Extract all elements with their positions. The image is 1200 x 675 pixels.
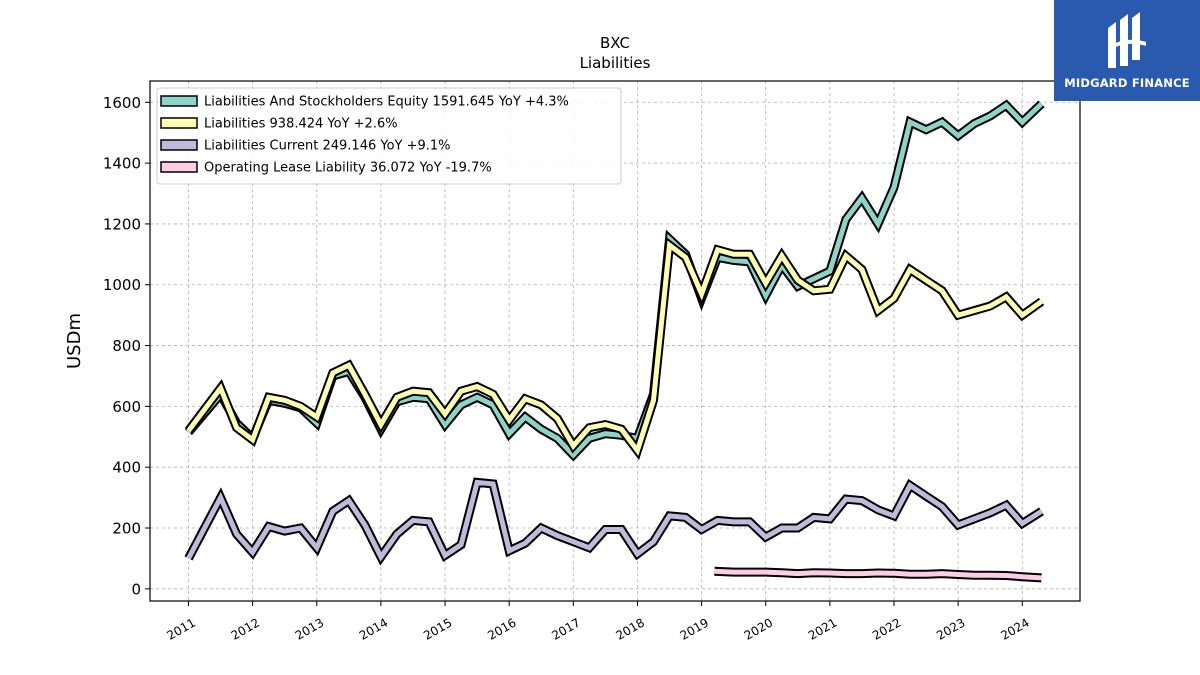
brand-mark-icon	[1108, 12, 1146, 68]
legend-label: Liabilities And Stockholders Equity 1591…	[204, 95, 569, 110]
legend-swatch	[160, 139, 198, 151]
y-tick-label: 800	[112, 337, 141, 355]
y-tick-label: 200	[112, 520, 141, 538]
y-tick-label: 1000	[103, 276, 141, 294]
plot-frame	[149, 80, 1081, 602]
legend-box	[156, 87, 622, 185]
y-axis-label: USDm	[64, 313, 85, 369]
chart-title: BXC	[600, 34, 630, 52]
x-tick-label: 2020	[742, 615, 775, 642]
legend-swatch	[160, 161, 198, 173]
x-tick-label: 2019	[678, 615, 711, 642]
x-tick-label: 2015	[421, 615, 454, 642]
x-tick-label: 2012	[229, 615, 262, 642]
brand-logo: MIDGARD FINANCE	[1054, 0, 1200, 101]
y-tick-label: 1400	[103, 155, 141, 173]
legend-swatch	[160, 117, 198, 129]
x-tick-label: 2021	[806, 615, 839, 642]
legend: Liabilities And Stockholders Equity 1591…	[156, 87, 622, 185]
y-tick-label: 1600	[103, 94, 141, 112]
x-tick-label: 2023	[934, 615, 967, 642]
x-tick-label: 2014	[357, 615, 390, 642]
x-tick-label: 2017	[549, 615, 582, 642]
y-tick-label: 0	[131, 580, 141, 598]
series-line-2	[186, 479, 1043, 562]
y-tick-label: 600	[112, 398, 141, 416]
x-tick-label: 2024	[998, 615, 1031, 642]
legend-label: Operating Lease Liability 36.072 YoY -19…	[204, 161, 492, 176]
x-tick-label: 2018	[613, 615, 646, 642]
x-tick-label: 2022	[870, 615, 903, 642]
y-tick-label: 400	[112, 459, 141, 477]
y-tick-label: 1200	[103, 215, 141, 233]
x-tick-label: 2016	[485, 615, 518, 642]
legend-swatch	[160, 95, 198, 107]
series-line-1	[186, 240, 1043, 456]
legend-label: Liabilities 938.424 YoY +2.6%	[204, 117, 398, 132]
brand-name: MIDGARD FINANCE	[1064, 76, 1190, 90]
x-tick-label: 2011	[165, 615, 198, 642]
series-line-3	[714, 568, 1042, 581]
legend-label: Liabilities Current 249.146 YoY +9.1%	[204, 139, 451, 154]
series-lines	[184, 99, 1045, 583]
x-tick-label: 2013	[293, 615, 326, 642]
chart-subtitle: Liabilities	[580, 54, 651, 72]
